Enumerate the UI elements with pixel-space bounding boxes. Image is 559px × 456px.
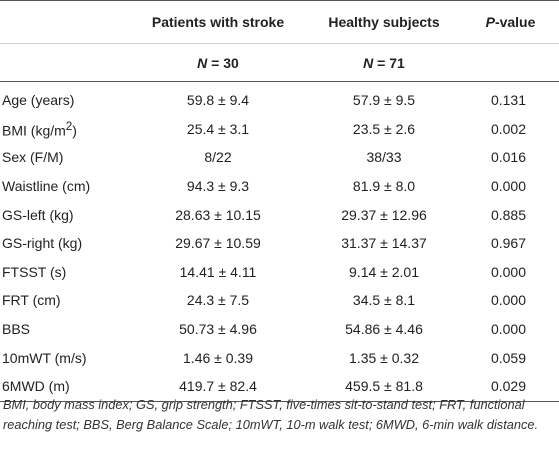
stroke-value: 24.3 ± 7.5 (186, 292, 250, 309)
table-row: FRT (cm) 24.3 ± 7.5 34.5 ± 8.1 0.000 (0, 286, 559, 315)
table-row: Sex (F/M) 8/22 38/33 0.016 (0, 143, 559, 172)
table-row: Age (years) 59.8 ± 9.4 57.9 ± 9.5 0.131 (0, 82, 559, 115)
p-value: 0.000 (490, 263, 527, 280)
healthy-value: 29.37 ± 12.96 (341, 206, 427, 223)
p-value: 0.131 (490, 92, 527, 109)
row-label: Sex (F/M) (2, 149, 64, 166)
row-label: GS-right (kg) (2, 235, 83, 252)
table-header: Patients with stroke Healthy subjects P-… (0, 0, 559, 82)
header-row-groups: Patients with stroke Healthy subjects P-… (0, 0, 559, 44)
healthy-value: 459.5 ± 81.8 (306, 371, 462, 402)
healthy-value: 81.9 ± 8.0 (352, 178, 416, 195)
healthy-value: 54.86 ± 4.46 (345, 321, 423, 338)
table-row: FTSST (s) 14.41 ± 4.11 9.14 ± 2.01 0.000 (0, 258, 559, 287)
stroke-value: 419.7 ± 82.4 (130, 371, 306, 402)
table-row: 10mWT (m/s) 1.46 ± 0.39 1.35 ± 0.32 0.05… (0, 343, 559, 372)
header-empty-cell (0, 0, 130, 44)
row-label: Waistline (cm) (2, 178, 91, 195)
stroke-value: 8/22 (204, 149, 232, 166)
n-letter-healthy: N (363, 54, 374, 71)
table-row: GS-right (kg) 29.67 ± 10.59 31.37 ± 14.3… (0, 229, 559, 258)
stroke-value: 50.73 ± 4.96 (179, 321, 257, 338)
healthy-value: 57.9 ± 9.5 (352, 92, 416, 109)
row-label-base: BMI (kg/m (2, 122, 66, 139)
row-label: Age (years) (2, 92, 75, 109)
header-n-stroke: N = 30 (130, 43, 306, 82)
n-value-healthy: = 71 (373, 54, 405, 71)
stroke-value: 94.3 ± 9.3 (186, 178, 250, 195)
p-value: 0.002 (490, 120, 527, 137)
healthy-value: 1.35 ± 0.32 (349, 349, 419, 366)
row-label: FTSST (s) (2, 263, 67, 280)
header-n-healthy: N = 71 (306, 43, 462, 82)
p-value: 0.016 (490, 149, 527, 166)
p-value: 0.000 (490, 292, 527, 309)
row-label: GS-left (kg) (2, 206, 74, 223)
table-footnote: BMI, body mass index; GS, grip strength;… (3, 397, 539, 432)
table-body: Age (years) 59.8 ± 9.4 57.9 ± 9.5 0.131 … (0, 82, 559, 402)
row-label-superscript: 2 (65, 119, 73, 133)
p-value: 0.000 (490, 178, 527, 195)
healthy-value: 23.5 ± 2.6 (352, 120, 416, 137)
n-letter-stroke: N (197, 54, 208, 71)
header-row-n: N = 30 N = 71 (0, 43, 559, 82)
stroke-value: 29.67 ± 10.59 (175, 235, 261, 252)
healthy-value: 38/33 (366, 149, 402, 166)
header-n-p-empty (462, 43, 559, 82)
demographics-table: Patients with stroke Healthy subjects P-… (0, 0, 559, 402)
row-label: 10mWT (m/s) (2, 349, 87, 366)
healthy-value: 9.14 ± 2.01 (349, 263, 419, 280)
table-row: GS-left (kg) 28.63 ± 10.15 29.37 ± 12.96… (0, 200, 559, 229)
p-value: 0.967 (490, 235, 527, 252)
row-label: FRT (cm) (2, 292, 61, 309)
healthy-value: 34.5 ± 8.1 (352, 292, 416, 309)
p-value: 0.029 (462, 371, 559, 402)
table-row: BBS 50.73 ± 4.96 54.86 ± 4.46 0.000 (0, 315, 559, 344)
p-value: 0.059 (490, 349, 527, 366)
stroke-value: 1.46 ± 0.39 (183, 349, 253, 366)
header-group-healthy: Healthy subjects (306, 0, 462, 44)
table-row: BMI (kg/m2) 25.4 ± 3.1 23.5 ± 2.6 0.002 (0, 115, 559, 144)
header-n-empty (0, 43, 130, 82)
table-row: 6MWD (m) 419.7 ± 82.4 459.5 ± 81.8 0.029 (0, 371, 559, 402)
p-value: 0.000 (490, 321, 527, 338)
header-p-value: P-value (462, 0, 559, 44)
n-value-stroke: = 30 (207, 54, 239, 71)
row-label-end: ) (72, 122, 77, 139)
row-label: BBS (2, 321, 31, 338)
row-label: 6MWD (m) (0, 371, 130, 402)
stroke-value: 14.41 ± 4.11 (179, 263, 257, 280)
healthy-value: 31.37 ± 14.37 (341, 235, 427, 252)
p-value: 0.885 (490, 206, 527, 223)
header-group-stroke: Patients with stroke (130, 0, 306, 44)
stroke-value: 25.4 ± 3.1 (186, 120, 250, 137)
row-label: BMI (kg/m2) (0, 115, 130, 144)
p-letter: P (485, 14, 495, 30)
stroke-value: 59.8 ± 9.4 (186, 92, 250, 109)
table-row: Waistline (cm) 94.3 ± 9.3 81.9 ± 8.0 0.0… (0, 172, 559, 201)
p-suffix: -value (494, 14, 536, 30)
stroke-value: 28.63 ± 10.15 (175, 206, 261, 223)
